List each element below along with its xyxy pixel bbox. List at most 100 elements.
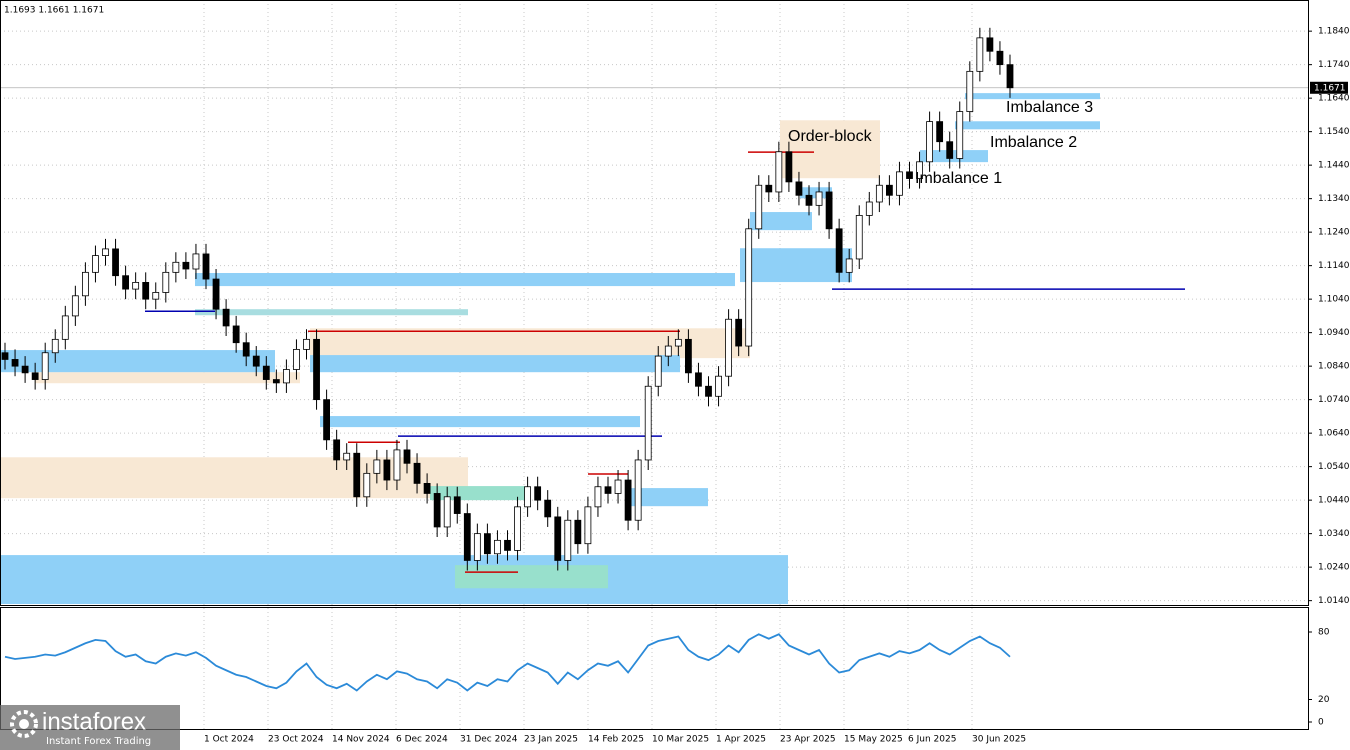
candle-body xyxy=(423,482,431,494)
zone xyxy=(0,555,788,604)
main-pane-frame xyxy=(0,0,1309,606)
candle-body xyxy=(956,111,964,159)
candle-body xyxy=(41,352,49,380)
zone xyxy=(195,309,468,316)
osc-tick-label: 20 xyxy=(1318,695,1330,705)
candle-body xyxy=(202,253,210,280)
y-tick-label: 1.1240 xyxy=(1318,228,1350,238)
candle-body xyxy=(413,462,421,484)
candle-body xyxy=(886,184,893,196)
candle-body xyxy=(212,278,220,310)
candle-body xyxy=(453,496,461,514)
candle-body xyxy=(735,318,743,347)
zone xyxy=(780,120,880,179)
candle-body xyxy=(504,539,511,551)
candle-body xyxy=(966,70,974,112)
candle-body xyxy=(383,459,391,481)
candle-body xyxy=(825,191,833,230)
candle-body xyxy=(112,248,119,277)
candle-body xyxy=(102,248,109,257)
x-tick-label: 30 Jun 2025 xyxy=(972,735,1026,745)
candle-body xyxy=(21,365,29,374)
x-tick-label: 1 Apr 2025 xyxy=(716,735,766,745)
zone xyxy=(630,488,708,507)
y-tick-label: 1.0340 xyxy=(1318,529,1350,539)
zone xyxy=(430,486,525,501)
candle-body xyxy=(765,184,773,193)
candle-body xyxy=(11,359,19,367)
candle-body xyxy=(31,372,39,380)
x-tick-label: 6 Dec 2024 xyxy=(396,735,448,745)
candle-body xyxy=(554,516,562,561)
candle-body xyxy=(705,385,712,397)
y-tick-label: 1.0740 xyxy=(1318,395,1350,405)
zone xyxy=(195,273,735,287)
zone xyxy=(310,355,680,373)
x-tick-label: 23 Jan 2025 xyxy=(524,735,578,745)
candle-body xyxy=(654,355,662,387)
y-tick-label: 1.1840 xyxy=(1318,27,1350,37)
candle-body xyxy=(986,37,994,52)
candle-body xyxy=(71,295,79,317)
candle-body xyxy=(293,348,300,370)
candle-body xyxy=(433,493,441,528)
candle-body xyxy=(61,315,69,340)
annotation: Imbalance 2 xyxy=(990,134,1077,151)
zone xyxy=(750,212,812,231)
candle-body xyxy=(785,151,793,183)
x-tick-label: 6 Jun 2025 xyxy=(908,735,956,745)
candle-body xyxy=(473,533,481,561)
candle-body xyxy=(936,121,944,143)
candle-body xyxy=(896,171,903,196)
x-tick-label: 31 Dec 2024 xyxy=(460,735,518,745)
logo-icon xyxy=(10,710,38,738)
candle-body xyxy=(725,318,732,377)
x-tick-label: 1 Oct 2024 xyxy=(204,735,254,745)
y-tick-label: 1.0140 xyxy=(1318,596,1350,606)
y-tick-label: 1.1140 xyxy=(1318,261,1350,271)
logo: instaforex Instant Forex Trading xyxy=(0,705,180,750)
candle-body xyxy=(755,184,763,230)
candle-body xyxy=(323,399,331,441)
candle-body xyxy=(875,184,883,203)
candle-body xyxy=(192,253,200,270)
candle-body xyxy=(845,258,853,273)
candle-body xyxy=(82,271,89,297)
candle-body xyxy=(524,486,531,508)
candle-body xyxy=(926,121,933,163)
zone xyxy=(35,372,300,384)
candle-body xyxy=(373,459,381,474)
plot-layer: Order-block Imbalance 1 Imbalance 2 Imbalan… xyxy=(0,0,1312,730)
candle-body xyxy=(262,365,270,380)
candle-body xyxy=(685,338,692,374)
oscillator-line xyxy=(4,633,1011,692)
candle-body xyxy=(282,369,290,384)
candle-body xyxy=(303,338,310,350)
x-tick-label: 23 Apr 2025 xyxy=(780,735,836,745)
candle-body xyxy=(574,519,582,545)
y-tick-label: 1.1440 xyxy=(1318,161,1350,171)
candle-body xyxy=(252,355,260,367)
x-tick-label: 10 Mar 2025 xyxy=(652,735,709,745)
y-tick-label: 1.0940 xyxy=(1318,328,1350,338)
candle-body xyxy=(222,308,230,327)
x-tick-label: 15 May 2025 xyxy=(844,735,903,745)
y-tick-label: 1.0640 xyxy=(1318,429,1350,439)
candle-body xyxy=(132,282,140,290)
candle-body xyxy=(976,37,984,72)
oscillator-pane-frame xyxy=(0,607,1309,730)
candle-body xyxy=(664,345,672,357)
candle-body xyxy=(715,375,722,397)
candle-body xyxy=(634,459,642,521)
y-tick-label: 1.0240 xyxy=(1318,563,1350,573)
zone xyxy=(965,93,1100,100)
candle-body xyxy=(805,194,813,206)
candle-body xyxy=(393,449,401,481)
candle-body xyxy=(232,325,240,344)
price-tag xyxy=(1310,81,1348,94)
candle-body xyxy=(544,499,552,518)
y-tick-label: 1.1340 xyxy=(1318,194,1350,204)
zone xyxy=(310,328,750,359)
candle-body xyxy=(514,506,521,551)
